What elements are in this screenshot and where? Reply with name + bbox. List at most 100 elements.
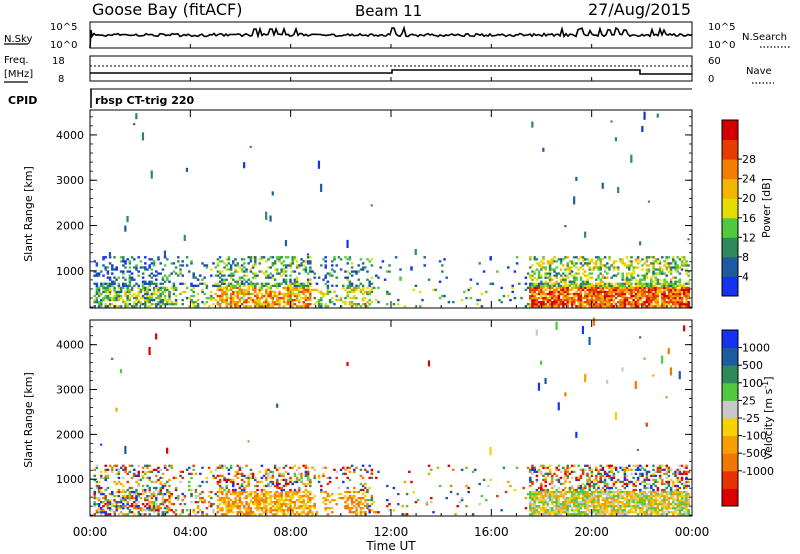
power-cell <box>243 262 246 265</box>
velocity-cell <box>278 507 281 510</box>
velocity-cell <box>540 484 543 488</box>
power-cell <box>229 288 233 292</box>
velocity-cell <box>555 496 558 500</box>
velocity-cell <box>667 480 671 484</box>
power-cell <box>676 294 679 298</box>
power-cell <box>597 298 600 302</box>
power-cell <box>205 296 209 300</box>
power-cell <box>623 292 627 296</box>
velocity-cell <box>639 464 642 467</box>
velocity-cell <box>590 470 594 474</box>
power-cell <box>548 280 552 283</box>
velocity-cell <box>304 488 308 492</box>
velocity-cell <box>309 500 312 504</box>
power-cell <box>595 260 598 263</box>
velocity-cell <box>581 513 585 516</box>
velocity-cell <box>581 498 585 502</box>
power-cell <box>157 286 160 290</box>
velocity-cell <box>544 472 547 476</box>
power-cell <box>665 256 668 259</box>
power-cell <box>597 274 600 277</box>
velocity-cell <box>249 472 253 476</box>
velocity-cell <box>122 513 125 516</box>
velocity-cell <box>194 494 198 498</box>
power-cell <box>555 294 558 298</box>
velocity-cell <box>540 472 543 476</box>
power-cell <box>249 256 253 259</box>
velocity-cell <box>306 511 310 514</box>
power-cell <box>553 282 556 285</box>
power-cell <box>267 274 270 277</box>
velocity-cell <box>551 498 554 502</box>
power-cell <box>674 300 677 304</box>
power-cell <box>240 276 244 279</box>
power-cell <box>665 284 668 288</box>
velocity-cell <box>667 482 671 486</box>
power-cell <box>621 296 624 300</box>
power-cell <box>652 266 655 269</box>
velocity-cell <box>617 478 620 482</box>
power-cell <box>603 266 607 269</box>
velocity-cell <box>542 490 545 494</box>
velocity-cell <box>331 511 334 514</box>
power-cell <box>537 276 541 279</box>
velocity-cell <box>386 484 389 488</box>
power-cell <box>553 260 556 263</box>
velocity-cell <box>537 492 541 496</box>
power-cell <box>254 262 257 265</box>
power-cell <box>606 284 609 288</box>
power-cell <box>650 284 653 288</box>
power-cell <box>216 282 220 285</box>
velocity-cell <box>632 511 635 514</box>
power-cell <box>621 292 624 296</box>
velocity-cell <box>335 470 338 474</box>
power-cell <box>542 290 545 294</box>
power-cell <box>331 284 334 288</box>
velocity-cell <box>137 494 140 498</box>
nave-label: Nave <box>746 66 772 77</box>
power-cell <box>168 280 171 283</box>
velocity-cell <box>533 511 536 514</box>
velocity-cell <box>606 490 609 494</box>
power-cell <box>639 278 642 281</box>
power-cell <box>588 300 591 304</box>
power-cell <box>320 183 323 192</box>
power-cell <box>683 292 686 296</box>
power-cell <box>155 278 158 281</box>
power-cell <box>601 264 605 267</box>
power-cell <box>93 282 96 285</box>
velocity-cell <box>326 476 330 480</box>
power-cell <box>269 305 272 308</box>
power-cell <box>645 282 649 285</box>
velocity-cell <box>685 505 688 508</box>
power-cell <box>606 262 609 265</box>
power-cell <box>190 284 193 288</box>
power-cell <box>300 264 303 267</box>
power-cell <box>535 284 539 288</box>
velocity-cell <box>678 478 682 482</box>
velocity-cell <box>603 488 607 492</box>
velocity-cell <box>218 507 222 510</box>
velocity-cell <box>262 511 266 514</box>
power-cell <box>438 280 442 283</box>
velocity-cell <box>293 488 297 492</box>
power-cell <box>212 262 215 265</box>
velocity-cell <box>544 507 547 510</box>
power-cell <box>533 290 536 294</box>
velocity-cell <box>278 482 281 486</box>
velocity-cell <box>531 509 534 512</box>
velocity-cell <box>152 509 156 512</box>
power-cell <box>630 260 633 263</box>
power-cell <box>665 268 668 271</box>
velocity-cell <box>568 466 572 469</box>
velocity-cell <box>271 476 275 480</box>
power-cell <box>680 288 684 292</box>
velocity-cell <box>667 496 671 500</box>
power-cell <box>232 300 235 304</box>
velocity-cell <box>322 474 325 478</box>
velocity-cell <box>592 484 596 488</box>
power-cell <box>654 272 657 275</box>
power-cell <box>291 298 294 302</box>
velocity-cell <box>632 484 635 488</box>
velocity-cell <box>166 511 169 514</box>
